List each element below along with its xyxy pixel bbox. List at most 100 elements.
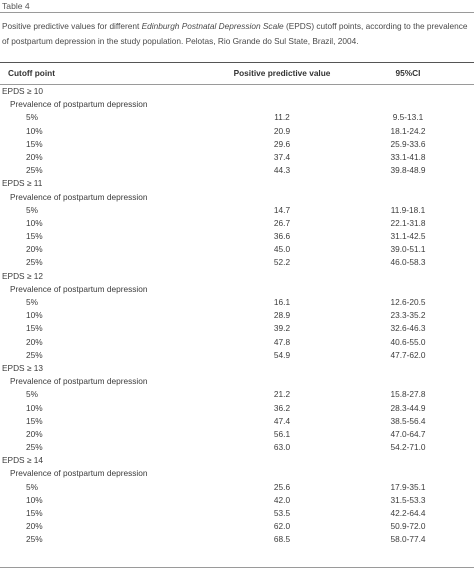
caption-scale-name: Edinburgh Postnatal Depression Scale (141, 21, 284, 31)
ppv-value: 21.2 (273, 389, 291, 400)
prevalence-value: 25% (26, 534, 43, 545)
prevalence-value: 15% (26, 138, 43, 149)
ppv-value: 26.7 (273, 217, 291, 228)
table-row: 5% 14.7 11.9-18.1 (0, 204, 474, 217)
prevalence-value: 25% (26, 442, 43, 453)
cutoff-label: EPDS ≥ 13 (2, 362, 43, 373)
ppv-value: 16.1 (273, 297, 291, 307)
prevalence-subheader-row: Prevalence of postpartum depression (0, 191, 474, 204)
ppv-value: 45.0 (273, 244, 291, 255)
ci-value: 40.6-55.0 (390, 336, 426, 347)
ci-value: 47.7-62.0 (390, 349, 426, 360)
table-row: 10% 28.9 23.3-35.2 (0, 309, 474, 322)
ppv-value: 56.1 (273, 428, 291, 439)
prevalence-subheader: Prevalence of postpartum depression (10, 468, 148, 479)
ci-value: 50.9-72.0 (390, 521, 426, 532)
ppv-value: 36.2 (273, 402, 291, 413)
table-body: EPDS ≥ 10 Prevalence of postpartum depres… (0, 85, 474, 547)
cutoff-row: EPDS ≥ 14 (0, 454, 474, 467)
table-row: 5% 16.1 12.6-20.5 (0, 296, 474, 309)
table-row: 25% 52.2 46.0-58.3 (0, 256, 474, 269)
cutoff-label: EPDS ≥ 12 (2, 270, 43, 281)
table-row: 25% 44.3 39.8-48.9 (0, 164, 474, 177)
ppv-value: 37.4 (273, 151, 291, 162)
header-top-rule (0, 62, 474, 63)
cutoff-row: EPDS ≥ 13 (0, 362, 474, 375)
prevalence-value: 5% (26, 112, 38, 123)
top-rule (0, 12, 474, 13)
ci-value: 25.9-33.6 (390, 138, 426, 149)
caption-text-start: Positive predictive values for different (2, 21, 142, 31)
ppv-value: 68.5 (273, 534, 291, 545)
prevalence-value: 10% (26, 402, 43, 413)
prevalence-value: 25% (26, 257, 43, 268)
ci-value: 32.6-46.3 (390, 323, 426, 334)
prevalence-value: 5% (26, 481, 38, 492)
ppv-value: 47.4 (273, 415, 291, 426)
ci-value: 54.2-71.0 (390, 442, 426, 453)
ci-value: 39.0-51.1 (390, 244, 426, 255)
ppv-value: 53.5 (273, 508, 291, 518)
prevalence-value: 5% (26, 204, 38, 215)
prevalence-value: 15% (26, 508, 43, 518)
prevalence-subheader-row: Prevalence of postpartum depression (0, 283, 474, 296)
ppv-value: 14.7 (273, 204, 291, 215)
cutoff-label: EPDS ≥ 14 (2, 455, 43, 466)
ppv-value: 54.9 (273, 349, 291, 360)
ci-value: 23.3-35.2 (390, 310, 426, 321)
ci-value: 38.5-56.4 (390, 415, 426, 426)
ci-value: 11.9-18.1 (390, 204, 426, 215)
prevalence-subheader-row: Prevalence of postpartum depression (0, 467, 474, 480)
ppv-value: 25.6 (273, 481, 291, 492)
ci-value: 28.3-44.9 (390, 402, 426, 413)
table-label: Table 4 (2, 1, 30, 11)
prevalence-value: 20% (26, 336, 43, 347)
ppv-value: 44.3 (273, 165, 291, 176)
ci-value: 22.1-31.8 (390, 217, 426, 228)
table-caption: Positive predictive values for different… (2, 19, 472, 48)
table-row: 5% 11.2 9.5-13.1 (0, 111, 474, 124)
ci-value: 39.8-48.9 (390, 165, 426, 176)
table-row: 10% 26.7 22.1-31.8 (0, 217, 474, 230)
prevalence-value: 25% (26, 349, 43, 360)
table-row: 15% 53.5 42.2-64.4 (0, 507, 474, 520)
table-row: 25% 63.0 54.2-71.0 (0, 441, 474, 454)
ci-value: 33.1-41.8 (390, 151, 426, 162)
cutoff-row: EPDS ≥ 10 (0, 85, 474, 98)
ppv-value: 47.8 (273, 336, 291, 347)
table-row: 20% 56.1 47.0-64.7 (0, 428, 474, 441)
ci-value: 9.5-13.1 (392, 112, 424, 123)
prevalence-subheader-row: Prevalence of postpartum depression (0, 98, 474, 111)
ppv-value: 28.9 (273, 310, 291, 321)
ci-value: 18.1-24.2 (390, 125, 426, 136)
ppv-value: 29.6 (273, 138, 291, 149)
prevalence-value: 20% (26, 521, 43, 532)
table-row: 15% 36.6 31.1-42.5 (0, 230, 474, 243)
table-row: 10% 20.9 18.1-24.2 (0, 125, 474, 138)
prevalence-value: 10% (26, 125, 43, 136)
prevalence-value: 20% (26, 151, 43, 162)
table-row: 15% 29.6 25.9-33.6 (0, 138, 474, 151)
ci-value: 12.6-20.5 (390, 297, 426, 307)
prevalence-value: 10% (26, 310, 43, 321)
ci-value: 31.5-53.3 (390, 494, 426, 505)
table-row: 5% 25.6 17.9-35.1 (0, 481, 474, 494)
ppv-value: 42.0 (273, 494, 291, 505)
ci-value: 31.1-42.5 (390, 231, 426, 242)
prevalence-subheader: Prevalence of postpartum depression (10, 376, 148, 387)
prevalence-subheader: Prevalence of postpartum depression (10, 283, 148, 294)
column-header-ppv: Positive predictive value (233, 68, 331, 78)
prevalence-value: 15% (26, 415, 43, 426)
ci-value: 42.2-64.4 (390, 508, 426, 518)
table-row: 20% 45.0 39.0-51.1 (0, 243, 474, 256)
cutoff-row: EPDS ≥ 12 (0, 270, 474, 283)
table-row: 20% 47.8 40.6-55.0 (0, 336, 474, 349)
ppv-value: 52.2 (273, 257, 291, 268)
column-header-cutoff: Cutoff point (8, 68, 55, 78)
prevalence-value: 10% (26, 217, 43, 228)
ppv-value: 39.2 (273, 323, 291, 334)
column-header-ci: 95%CI (395, 68, 421, 78)
header-bottom-rule (0, 84, 474, 85)
prevalence-value: 5% (26, 297, 38, 307)
ci-value: 58.0-77.4 (390, 534, 426, 545)
